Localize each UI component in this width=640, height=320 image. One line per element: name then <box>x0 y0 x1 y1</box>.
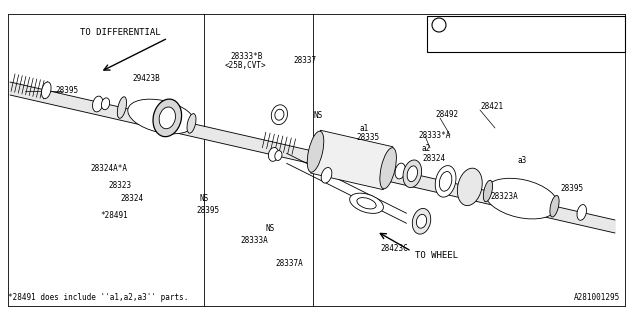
Text: <25B,CVT>: <25B,CVT> <box>225 60 267 69</box>
Text: 28335: 28335 <box>356 132 379 141</box>
Ellipse shape <box>42 82 51 99</box>
Polygon shape <box>310 130 393 190</box>
Text: 28395: 28395 <box>55 85 78 94</box>
Ellipse shape <box>187 114 196 133</box>
Text: 25B,6MT +20F: 25B,6MT +20F <box>531 38 586 47</box>
Ellipse shape <box>268 148 278 161</box>
Ellipse shape <box>128 99 195 134</box>
Ellipse shape <box>577 204 586 220</box>
Bar <box>427 16 625 52</box>
Ellipse shape <box>380 148 396 189</box>
Text: 28324A*A: 28324A*A <box>90 164 127 172</box>
Ellipse shape <box>395 163 405 179</box>
Ellipse shape <box>439 172 452 191</box>
Ellipse shape <box>153 99 182 137</box>
Polygon shape <box>10 82 615 233</box>
Ellipse shape <box>117 97 127 118</box>
Ellipse shape <box>407 166 417 182</box>
Text: *28491 does include ''a1,a2,a3'' parts.: *28491 does include ''a1,a2,a3'' parts. <box>8 293 188 302</box>
Text: 28333*B: 28333*B <box>230 52 262 60</box>
Text: 28423C: 28423C <box>380 244 408 252</box>
Text: 29423B: 29423B <box>132 74 160 83</box>
Ellipse shape <box>483 180 493 202</box>
Ellipse shape <box>357 198 376 209</box>
Ellipse shape <box>403 160 422 188</box>
Text: a1: a1 <box>360 124 369 132</box>
Text: TO WHEEL: TO WHEEL <box>415 251 458 260</box>
Ellipse shape <box>484 178 558 219</box>
Ellipse shape <box>307 131 324 172</box>
Text: 28333*A: 28333*A <box>418 131 451 140</box>
Text: 28395: 28395 <box>196 205 219 214</box>
Text: A281001295: A281001295 <box>573 293 620 302</box>
Text: 28323A: 28323A <box>490 191 518 201</box>
Ellipse shape <box>271 105 287 125</box>
Text: 28421: 28421 <box>480 101 503 110</box>
Ellipse shape <box>101 98 109 110</box>
Ellipse shape <box>275 109 284 120</box>
Ellipse shape <box>275 151 282 160</box>
Ellipse shape <box>159 107 175 129</box>
Ellipse shape <box>321 167 332 183</box>
Text: NS: NS <box>313 110 323 119</box>
Text: 28395: 28395 <box>560 183 583 193</box>
Ellipse shape <box>550 196 559 217</box>
Ellipse shape <box>93 96 103 112</box>
Text: NS: NS <box>265 223 275 233</box>
Text: 28324: 28324 <box>422 154 445 163</box>
Text: a2: a2 <box>422 143 431 153</box>
Text: 28337: 28337 <box>293 55 316 65</box>
Text: 28333A: 28333A <box>240 236 268 244</box>
Ellipse shape <box>417 214 427 228</box>
Ellipse shape <box>435 166 456 197</box>
Text: 28323: 28323 <box>108 180 131 189</box>
Text: 28324A*A: 28324A*A <box>453 20 490 29</box>
Text: 1: 1 <box>436 20 442 29</box>
Text: *28491: *28491 <box>100 211 128 220</box>
Text: 28337A: 28337A <box>275 259 303 268</box>
Text: 28324A*B: 28324A*B <box>453 38 490 47</box>
Text: NS: NS <box>200 194 209 203</box>
Ellipse shape <box>349 193 383 213</box>
Text: TO DIFFERENTIAL: TO DIFFERENTIAL <box>80 28 160 36</box>
Text: 25B,CVT: 25B,CVT <box>531 20 563 29</box>
Text: 28324: 28324 <box>120 194 143 203</box>
Ellipse shape <box>458 168 482 205</box>
Text: a3: a3 <box>518 156 527 164</box>
Ellipse shape <box>412 208 431 234</box>
Circle shape <box>432 18 446 32</box>
Text: 28492: 28492 <box>435 109 458 118</box>
